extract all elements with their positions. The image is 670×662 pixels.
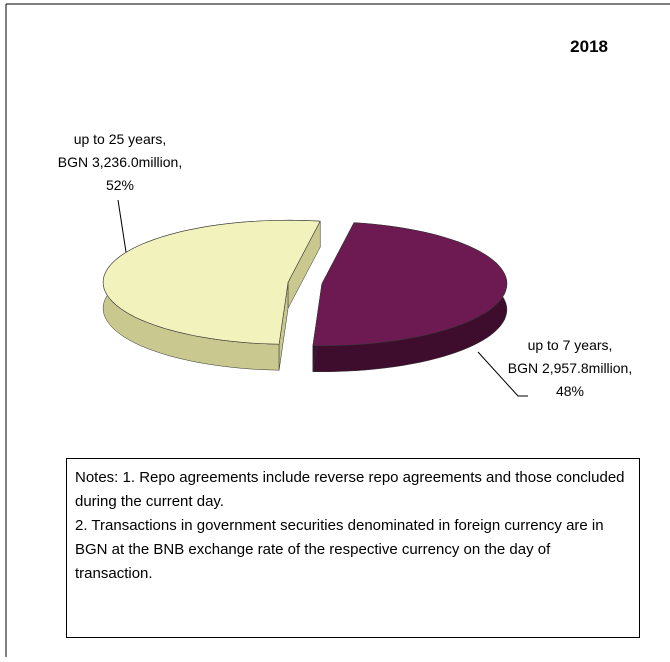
slice-amount: BGN 3,236.0million,	[58, 154, 183, 170]
pie-slice	[102, 219, 321, 345]
leader-line	[117, 199, 127, 253]
slice-percent: 48%	[556, 383, 584, 399]
leader-line	[477, 351, 528, 397]
slice-amount: BGN 2,957.8million,	[508, 360, 633, 376]
pie-slice	[312, 222, 508, 347]
slice-label: up to 25 years,	[74, 131, 167, 147]
slice-tops	[102, 219, 508, 347]
chart-title: 2018	[570, 37, 608, 56]
slice-label: up to 7 years,	[528, 337, 613, 353]
slice-percent: 52%	[106, 177, 134, 193]
notes-box: Notes: 1. Repo agreements include revers…	[66, 458, 640, 638]
pie	[102, 219, 508, 373]
note: 2. Transactions in government securities…	[75, 517, 604, 582]
note: Notes: 1. Repo agreements include revers…	[75, 469, 625, 510]
